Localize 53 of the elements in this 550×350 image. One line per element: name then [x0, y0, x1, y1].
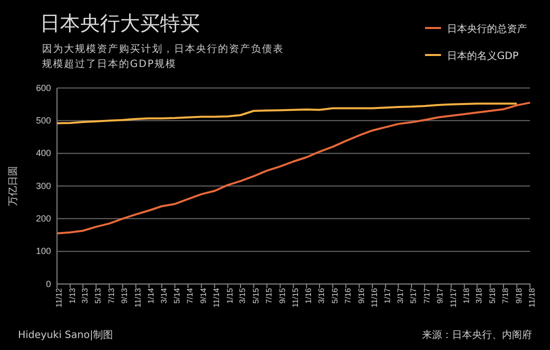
x-tick-label: 7/16 — [343, 287, 352, 304]
x-tick-label: 3/15 — [238, 287, 248, 304]
chart-subtitle: 因为大规模资产购买计划，日本央行的资产负债表规模超过了日本的GDP规模 — [42, 43, 284, 70]
y-tick-label: 400 — [36, 148, 51, 158]
y-tick-label: 300 — [36, 180, 51, 191]
line-series — [56, 102, 531, 234]
x-tick-label: 7/15 — [264, 287, 274, 304]
legend-label: 日本的名义GDP — [447, 50, 518, 62]
y-axis-title: 万亿日圆 — [8, 166, 19, 206]
x-tick-label: 9/14 — [199, 287, 208, 304]
x-tick-label: 11/18 — [528, 287, 537, 308]
x-tick-label: 9/15 — [278, 287, 287, 304]
x-tick-label: 9/13 — [120, 287, 130, 304]
x-tick-label: 1/14 — [146, 287, 156, 304]
y-tick-label: 0 — [46, 278, 51, 289]
x-tick-label: 11/15 — [290, 287, 300, 308]
x-tick-label: 11/13 — [133, 287, 142, 308]
x-tick-label: 3/17 — [396, 287, 405, 304]
x-tick-label: 5/16 — [330, 287, 340, 304]
x-tick-label: 11/16 — [370, 287, 380, 308]
line-series — [56, 102, 518, 124]
x-tick-label: 1/18 — [462, 287, 471, 304]
x-tick-label: 1/17 — [383, 287, 392, 304]
y-tick-label: 500 — [36, 116, 51, 126]
x-tick-label: 5/15 — [251, 287, 260, 304]
x-tick-label: 9/16 — [356, 287, 366, 304]
text: Hideyuki Sano|制图 — [18, 329, 114, 341]
y-tick-label: 200 — [36, 214, 51, 224]
x-tick-label: 5/13 — [94, 287, 103, 304]
x-tick-label: 5/17 — [409, 287, 418, 304]
x-tick-label: 11/17 — [448, 287, 458, 308]
x-tick-label: 1/15 — [225, 287, 234, 304]
x-tick-label: 5/14 — [172, 287, 182, 304]
x-tick-label: 5/18 — [488, 287, 497, 304]
x-tick-label: 7/18 — [501, 287, 510, 304]
x-tick-label: 3/13 — [80, 287, 90, 304]
x-tick-label: 7/14 — [186, 287, 195, 304]
x-tick-label: 11/12 — [54, 287, 64, 308]
x-tick-label: 1/16 — [304, 287, 314, 304]
source-note: 来源：日本央行、内阁府 — [422, 329, 532, 341]
x-tick-label: 3/16 — [317, 287, 326, 304]
x-tick-label: 9/18 — [514, 287, 524, 304]
x-tick-label: 11/14 — [212, 287, 222, 308]
chart-title: 日本央行大买特买 — [40, 11, 200, 35]
y-tick-label: 600 — [36, 82, 51, 93]
x-tick-label: 3/18 — [474, 287, 484, 304]
legend-label: 日本央行的总资产 — [447, 23, 527, 35]
y-tick-label: 100 — [36, 246, 51, 256]
x-tick-label: 7/17 — [422, 287, 432, 304]
x-tick-label: 7/13 — [106, 287, 116, 304]
x-tick-label: 1/13 — [68, 287, 77, 304]
x-tick-label: 3/14 — [159, 287, 168, 304]
x-tick-label: 9/17 — [436, 287, 445, 304]
